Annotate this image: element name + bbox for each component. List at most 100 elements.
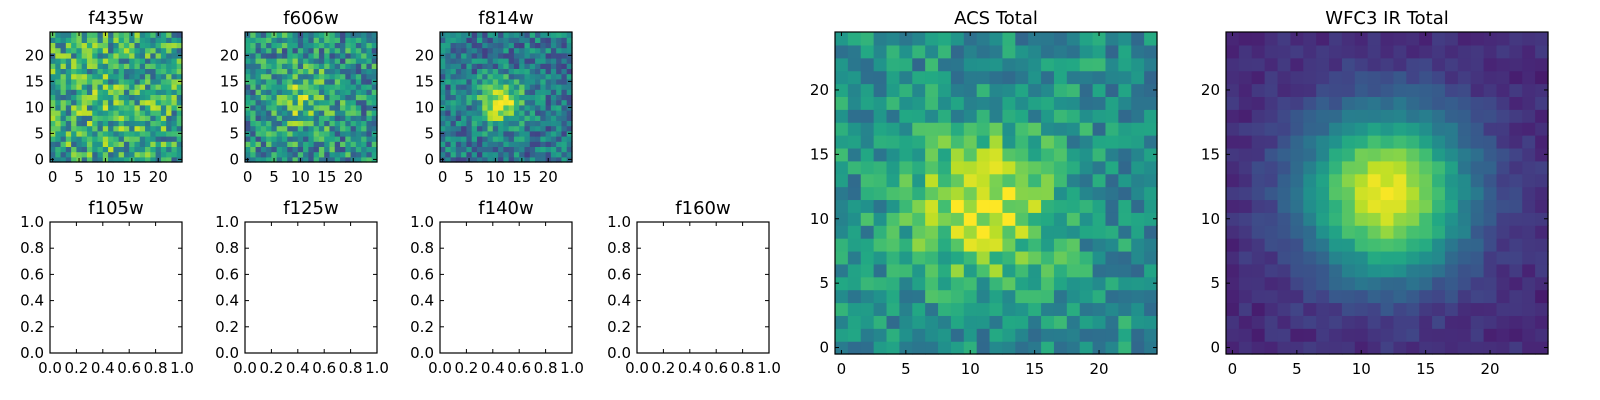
heatmap-cell xyxy=(938,135,952,149)
heatmap-cell xyxy=(1303,212,1317,226)
y-tick-label: 1.0 xyxy=(607,213,631,231)
heatmap-cell xyxy=(503,63,510,69)
x-tick-label: 1.0 xyxy=(560,359,584,377)
heatmap-cell xyxy=(1053,276,1068,291)
heatmap-cell xyxy=(76,104,83,111)
heatmap-cell xyxy=(150,115,157,121)
heatmap-cell xyxy=(134,73,141,80)
heatmap-cell xyxy=(150,151,157,158)
heatmap-cell xyxy=(482,37,489,43)
heatmap-cell xyxy=(1522,70,1536,85)
heatmap-cell xyxy=(318,130,325,137)
heatmap-cell xyxy=(1419,96,1433,110)
heatmap-cell xyxy=(1238,199,1253,213)
heatmap-cell xyxy=(1457,83,1472,97)
heatmap-cell xyxy=(65,125,72,132)
heatmap-cell xyxy=(113,94,120,101)
heatmap-cell xyxy=(340,89,346,95)
heatmap-cell xyxy=(492,130,499,137)
heatmap-cell xyxy=(1457,135,1472,149)
heatmap-cell xyxy=(1483,83,1498,97)
heatmap-cell xyxy=(1066,186,1081,201)
heatmap-cell xyxy=(308,99,315,106)
heatmap-cell xyxy=(266,47,272,54)
heatmap-cell xyxy=(155,151,162,158)
heatmap-cell xyxy=(340,47,346,54)
heatmap-cell xyxy=(329,78,336,85)
heatmap-cell xyxy=(155,58,162,64)
heatmap-cell xyxy=(281,141,288,147)
heatmap-cell xyxy=(860,328,875,342)
heatmap-cell xyxy=(1354,135,1369,149)
heatmap-cell xyxy=(1444,70,1459,85)
heatmap-cell xyxy=(529,73,536,80)
heatmap-cell xyxy=(482,52,489,59)
heatmap-cell xyxy=(545,125,552,132)
heatmap-cell xyxy=(1238,186,1253,201)
heatmap-cell xyxy=(260,130,267,137)
heatmap-cell xyxy=(50,94,56,101)
heatmap-cell xyxy=(445,130,452,137)
heatmap-cell xyxy=(1226,276,1240,291)
heatmap-cell xyxy=(129,84,136,90)
heatmap-cell xyxy=(540,151,547,158)
heatmap-cell xyxy=(1002,212,1016,226)
heatmap-cell xyxy=(450,104,457,111)
heatmap-cell xyxy=(113,141,120,147)
heatmap-cell xyxy=(1522,289,1536,304)
heatmap-cell xyxy=(455,42,462,49)
heatmap-cell xyxy=(540,99,547,106)
heatmap-cell xyxy=(1354,122,1369,136)
heatmap-cell xyxy=(535,84,541,90)
heatmap-cell xyxy=(540,130,547,137)
heatmap-cell xyxy=(176,73,183,80)
heatmap-cell xyxy=(1226,122,1240,136)
heatmap-cell xyxy=(1041,70,1055,85)
heatmap-cell xyxy=(250,84,257,90)
heatmap-cell xyxy=(250,63,257,69)
heatmap-cell xyxy=(171,151,178,158)
heatmap-cell xyxy=(361,115,368,121)
heatmap-cell xyxy=(1535,44,1549,59)
heatmap-cell xyxy=(912,160,926,175)
heatmap-cell xyxy=(271,68,278,75)
heatmap-cell xyxy=(873,250,888,265)
heatmap-cell xyxy=(440,120,446,127)
heatmap-cell xyxy=(950,109,965,123)
heatmap-cell xyxy=(297,99,304,106)
heatmap-cell xyxy=(1226,135,1240,149)
heatmap-cell xyxy=(508,63,515,69)
heatmap-cell xyxy=(1015,44,1029,59)
heatmap-cell xyxy=(318,151,325,158)
heatmap-cell xyxy=(266,146,272,153)
heatmap-cell xyxy=(1470,160,1485,175)
heatmap-cell xyxy=(361,130,368,137)
heatmap-cell xyxy=(281,130,288,137)
heatmap-cell xyxy=(76,84,83,90)
heatmap-cell xyxy=(329,115,336,121)
heatmap-cell xyxy=(160,130,167,137)
y-tick-label: 5 xyxy=(819,274,829,292)
heatmap-cell xyxy=(450,136,457,142)
heatmap-cell xyxy=(1015,83,1029,97)
heatmap-cell xyxy=(989,328,1004,342)
heatmap-cell xyxy=(71,130,77,137)
heatmap-cell xyxy=(556,37,563,43)
heatmap-cell xyxy=(1238,109,1253,123)
heatmap-cell xyxy=(65,63,72,69)
heatmap-cell xyxy=(134,110,141,116)
heatmap-cell xyxy=(366,141,373,147)
heatmap-cell xyxy=(86,32,93,38)
heatmap-cell xyxy=(155,99,162,106)
heatmap-cell xyxy=(556,156,563,163)
y-tick-label: 0 xyxy=(424,150,434,168)
heatmap-cell xyxy=(1015,32,1029,46)
heatmap-cell xyxy=(118,120,125,127)
heatmap-cell xyxy=(503,94,510,101)
heatmap-cell xyxy=(1118,276,1132,291)
heatmap-cell xyxy=(1264,186,1279,201)
heatmap-cell xyxy=(129,47,136,54)
heatmap-cell xyxy=(287,73,294,80)
heatmap-cell xyxy=(1053,173,1068,188)
